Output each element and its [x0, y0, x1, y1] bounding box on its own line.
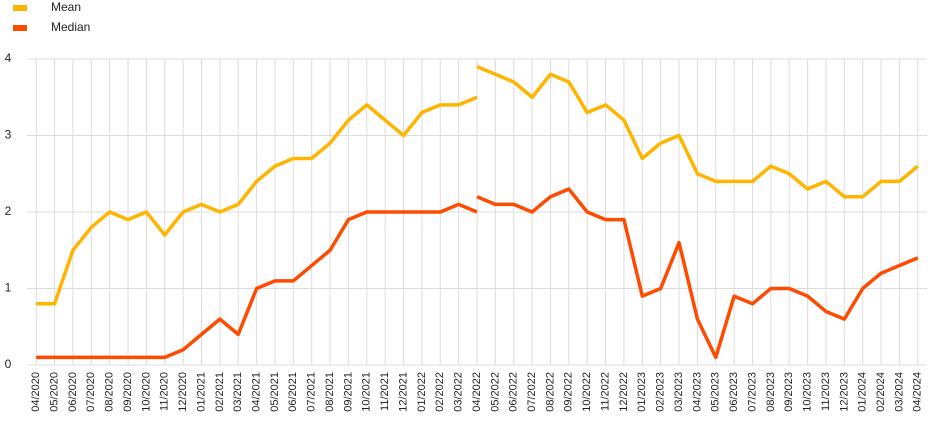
x-tick-label: 04/2021: [250, 372, 262, 412]
x-tick-label: 05/2020: [48, 372, 60, 412]
legend-swatch: [13, 5, 27, 11]
x-tick-label: 02/2021: [214, 372, 226, 412]
legend-label: Mean: [51, 0, 81, 14]
series-line: [36, 95, 478, 306]
x-tick-label: 05/2021: [269, 372, 281, 412]
legend-label: Median: [51, 20, 90, 34]
x-tick-label: 08/2023: [765, 372, 777, 412]
legend-swatch: [13, 25, 27, 31]
x-tick-label: 07/2021: [306, 372, 318, 412]
x-tick-label: 02/2022: [434, 372, 446, 412]
x-tick-label: 08/2021: [324, 372, 336, 412]
x-tick-label: 06/2020: [67, 372, 79, 412]
x-tick-label: 10/2023: [802, 372, 814, 412]
x-tick-label: 05/2022: [489, 372, 501, 412]
x-tick-label: 11/2021: [379, 372, 391, 411]
x-tick-label: 01/2021: [195, 372, 207, 412]
series-line: [476, 187, 919, 360]
x-tick-label: 11/2023: [820, 372, 832, 411]
x-tick-label: 03/2023: [673, 372, 685, 412]
x-tick-label: 10/2021: [361, 372, 373, 412]
x-tick-label: 08/2022: [544, 372, 556, 412]
x-tick-label: 12/2022: [618, 372, 630, 412]
x-tick-label: 06/2021: [287, 372, 299, 412]
x-tick-label: 02/2023: [655, 372, 667, 412]
x-tick-label: 03/2021: [232, 372, 244, 412]
x-tick-label: 01/2022: [416, 372, 428, 412]
y-tick-label: 3: [5, 128, 12, 142]
y-tick-label: 0: [5, 357, 12, 371]
x-tick-label: 11/2022: [599, 372, 611, 411]
x-tick-label: 04/2024: [912, 372, 924, 412]
y-tick-label: 1: [5, 281, 12, 295]
x-tick-label: 07/2023: [746, 372, 758, 412]
x-tick-label: 06/2022: [508, 372, 520, 412]
x-tick-label: 05/2023: [710, 372, 722, 412]
x-tick-label: 02/2024: [875, 372, 887, 412]
x-tick-label: 11/2020: [159, 372, 171, 411]
x-tick-label: 08/2020: [104, 372, 116, 412]
y-tick-label: 4: [5, 51, 12, 65]
series-line: [476, 65, 919, 199]
x-tick-label: 10/2020: [140, 372, 152, 412]
x-tick-label: 10/2022: [581, 372, 593, 412]
x-tick-label: 12/2023: [838, 372, 850, 412]
x-tick-label: 09/2020: [122, 372, 134, 412]
y-tick-label: 2: [5, 204, 12, 218]
x-tick-label: 01/2024: [857, 372, 869, 412]
x-tick-label: 04/2022: [471, 372, 483, 412]
x-tick-label: 03/2022: [453, 372, 465, 412]
x-tick-label: 09/2022: [563, 372, 575, 412]
x-tick-label: 09/2023: [783, 372, 795, 412]
x-tick-label: 04/2023: [691, 372, 703, 412]
x-tick-label: 07/2022: [526, 372, 538, 412]
x-tick-label: 12/2020: [177, 372, 189, 412]
x-tick-label: 03/2024: [893, 372, 905, 412]
x-tick-label: 01/2023: [636, 372, 648, 412]
x-tick-label: 07/2020: [85, 372, 97, 412]
x-tick-label: 09/2021: [342, 372, 354, 412]
series-line: [36, 202, 478, 360]
x-tick-label: 04/2020: [30, 372, 42, 412]
x-tick-label: 06/2023: [728, 372, 740, 412]
x-tick-label: 12/2021: [397, 372, 409, 412]
